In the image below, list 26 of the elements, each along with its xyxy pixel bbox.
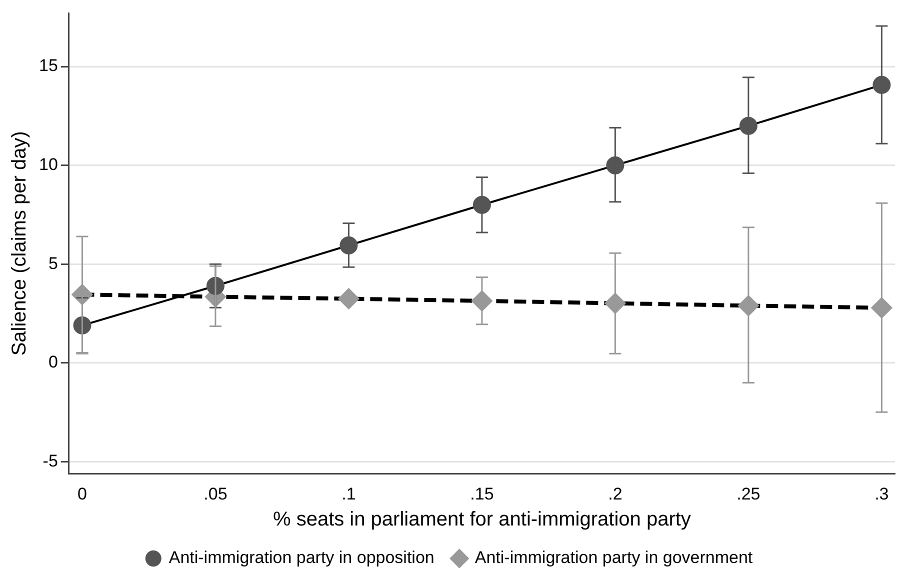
x-tick-label: 0 — [78, 484, 87, 504]
point — [605, 293, 626, 314]
y-tick-label: 10 — [38, 155, 58, 174]
y-tick-label: -5 — [42, 451, 58, 470]
point — [738, 296, 758, 316]
y-tick-label: 15 — [38, 56, 58, 76]
legend-label: Anti-immigration party in government — [474, 548, 753, 568]
x-tick-label: .15 — [470, 484, 494, 504]
x-tick-label: .25 — [736, 484, 760, 504]
y-tick-label: 5 — [48, 254, 58, 273]
x-tick-label: .2 — [608, 484, 622, 504]
x-tick-label: .05 — [204, 484, 228, 504]
point — [872, 76, 891, 94]
point — [472, 196, 491, 214]
x-axis-title: % seats in parliament for anti-immigration party — [272, 508, 691, 531]
point — [739, 116, 758, 135]
y-tick-label: 0 — [48, 352, 58, 372]
point — [606, 156, 624, 174]
point — [872, 298, 892, 318]
point — [338, 288, 359, 309]
point — [340, 236, 358, 254]
legend-label: Anti-immigration party in opposition — [168, 548, 434, 568]
y-axis-title: Salience (claims per day) — [8, 131, 31, 356]
x-tick-label: .3 — [874, 484, 889, 504]
x-tick-label: .1 — [342, 484, 356, 504]
point — [472, 290, 492, 311]
